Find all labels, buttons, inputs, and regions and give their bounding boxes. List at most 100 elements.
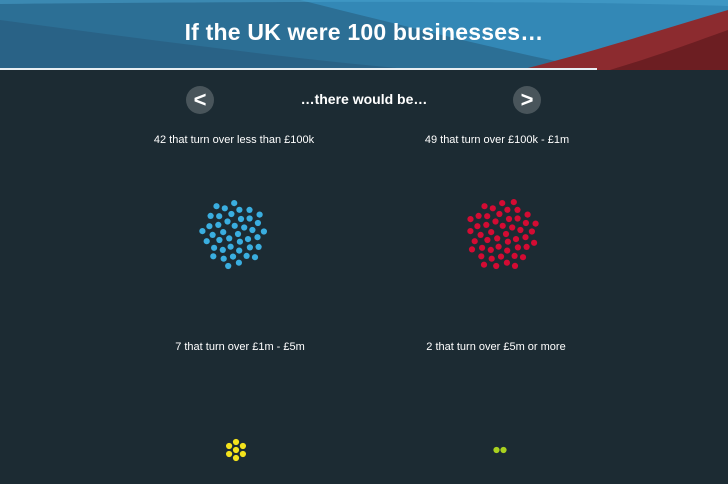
page-title: If the UK were 100 businesses… — [184, 19, 544, 45]
business-dot — [467, 216, 474, 223]
business-dot — [467, 228, 474, 235]
business-dot — [228, 210, 235, 218]
business-dot — [514, 244, 522, 251]
business-dot — [522, 219, 530, 227]
business-dot — [511, 262, 519, 269]
group-label-under-100k: 42 that turn over less than £100k — [153, 134, 315, 146]
business-dot — [493, 446, 500, 454]
business-dot — [225, 262, 232, 270]
header-background — [0, 0, 728, 70]
business-dot — [522, 234, 529, 241]
business-dot — [255, 243, 262, 250]
business-dot — [509, 224, 516, 231]
business-dot — [493, 262, 500, 270]
business-dot — [489, 205, 496, 212]
business-dot — [215, 221, 222, 228]
business-dot — [504, 206, 511, 213]
business-dot — [239, 442, 246, 450]
business-dot — [211, 244, 218, 251]
business-dot — [504, 247, 511, 254]
business-dot — [494, 235, 501, 242]
business-dot — [231, 222, 238, 229]
dot-cluster-1m-5m — [226, 438, 246, 462]
business-dot — [236, 238, 243, 245]
next-button[interactable]: > — [513, 86, 541, 114]
business-dot — [495, 243, 502, 250]
business-dot — [216, 213, 223, 220]
business-dot — [492, 218, 499, 225]
business-dot — [496, 210, 503, 218]
business-dot — [237, 215, 245, 223]
previous-button[interactable]: < — [186, 86, 214, 114]
business-dot — [226, 235, 233, 242]
business-dot — [497, 253, 505, 260]
business-dot — [249, 226, 256, 234]
business-dot — [229, 253, 237, 260]
business-dot — [219, 246, 226, 253]
business-dot — [239, 450, 246, 458]
business-dot — [235, 259, 242, 266]
business-dot — [220, 229, 227, 236]
business-dot — [227, 243, 234, 250]
business-dot — [244, 236, 252, 243]
business-dot — [251, 254, 259, 261]
dot-cluster-under-100k — [199, 200, 267, 270]
business-dot — [504, 238, 511, 245]
business-dot — [479, 244, 486, 251]
business-dot — [232, 438, 240, 446]
business-dot — [512, 236, 520, 243]
business-dot — [232, 446, 240, 454]
business-dot — [519, 254, 527, 261]
business-dot — [531, 239, 538, 246]
business-dot — [254, 234, 261, 241]
group-label-5m-plus: 2 that turn over £5m or more — [426, 341, 566, 353]
business-dot — [488, 255, 495, 262]
business-dot — [480, 261, 488, 268]
business-dot — [207, 212, 214, 219]
business-dot — [528, 228, 536, 235]
business-dot — [503, 259, 510, 266]
business-dot — [210, 253, 217, 260]
business-dot — [236, 206, 243, 213]
business-dot — [216, 236, 223, 244]
business-dot — [500, 446, 507, 454]
business-dot — [481, 203, 488, 210]
business-dot — [236, 247, 243, 254]
business-dot — [234, 230, 242, 238]
business-dot — [220, 255, 227, 262]
business-dot — [256, 211, 263, 218]
business-dot — [499, 200, 506, 207]
business-dot — [224, 218, 231, 225]
business-dot — [241, 224, 248, 231]
business-dot — [484, 213, 491, 220]
business-dot — [514, 215, 521, 222]
business-dot — [483, 221, 490, 228]
business-dot — [246, 244, 253, 251]
dot-cluster-5m-plus — [493, 446, 507, 454]
business-dot — [206, 223, 213, 230]
business-dot — [487, 246, 494, 253]
business-dot — [232, 454, 240, 462]
business-dot — [477, 231, 484, 238]
business-dot — [199, 228, 206, 235]
business-dot — [260, 228, 267, 235]
business-dot — [524, 211, 531, 218]
business-dot — [532, 220, 539, 227]
business-dot — [517, 226, 524, 234]
business-dot — [246, 206, 253, 213]
business-dot — [505, 215, 513, 223]
business-dot — [502, 230, 510, 238]
business-dot — [254, 219, 261, 227]
business-dot — [226, 450, 233, 458]
business-dot — [510, 199, 517, 206]
business-dot — [474, 223, 481, 230]
subtitle: …there would be… — [300, 91, 428, 107]
business-dot — [209, 231, 216, 238]
business-dot — [203, 238, 210, 245]
business-dot — [478, 253, 485, 260]
business-dot — [221, 205, 228, 212]
business-dot — [514, 206, 521, 213]
business-dot — [246, 215, 253, 222]
business-dot — [231, 200, 238, 207]
